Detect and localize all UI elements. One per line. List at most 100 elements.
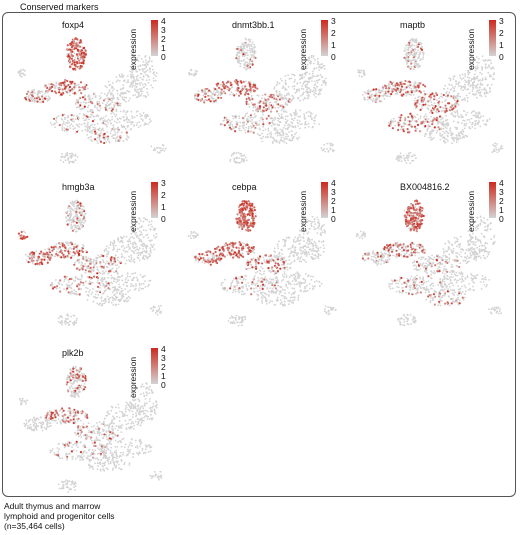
cell-point <box>123 96 126 99</box>
cell-point <box>239 62 242 65</box>
cell-point <box>403 82 406 86</box>
cell-point <box>133 252 136 255</box>
cell-point <box>287 85 290 88</box>
cell-point <box>286 119 289 122</box>
cell-point <box>79 281 82 284</box>
cell-point <box>105 140 108 143</box>
cluster-bottom <box>57 313 78 327</box>
cell-point <box>291 133 293 136</box>
cell-point <box>466 111 469 114</box>
cell-point <box>252 222 255 225</box>
cell-point <box>230 155 233 157</box>
cell-point <box>472 114 475 117</box>
cell-point <box>452 90 455 93</box>
cluster-center <box>74 92 122 114</box>
cell-point <box>134 90 137 92</box>
cell-point <box>73 86 76 89</box>
cell-point <box>326 142 328 145</box>
cell-point <box>231 115 234 118</box>
cell-point <box>78 41 81 44</box>
cell-point <box>380 100 383 103</box>
cell-point <box>472 83 474 85</box>
cell-point <box>120 287 123 290</box>
cell-point <box>322 149 325 152</box>
cell-point <box>70 63 73 66</box>
cell-point <box>22 69 25 71</box>
cell-point <box>391 90 394 93</box>
cell-point <box>61 88 64 91</box>
cell-point <box>427 104 429 107</box>
cell-point <box>72 125 74 127</box>
cell-point <box>411 47 414 50</box>
cell-point <box>243 154 246 157</box>
cell-point <box>71 200 74 203</box>
cell-point <box>238 244 241 247</box>
cell-point <box>136 74 139 77</box>
cell-point <box>66 125 69 128</box>
cell-point <box>107 301 110 304</box>
cell-point <box>485 123 488 126</box>
cell-point <box>62 92 65 95</box>
cell-point <box>416 45 418 48</box>
cell-point <box>134 243 137 246</box>
cell-point <box>439 132 441 135</box>
cell-point <box>215 89 218 92</box>
cell-point <box>247 66 250 68</box>
cluster-lower <box>387 112 449 134</box>
cell-point <box>80 61 83 64</box>
cell-point <box>231 86 234 89</box>
cell-point <box>483 123 486 126</box>
cell-point <box>131 284 134 287</box>
cell-point <box>394 120 397 123</box>
cell-point <box>284 124 286 127</box>
cell-point <box>296 90 298 93</box>
cell-point <box>108 89 111 92</box>
cell-point <box>117 237 119 239</box>
cell-point <box>189 68 192 71</box>
cell-point <box>126 138 128 141</box>
cell-point <box>71 152 74 155</box>
cell-point <box>107 287 110 290</box>
cell-point <box>85 115 88 118</box>
cell-point <box>68 253 71 256</box>
cell-point <box>152 80 155 82</box>
cell-point <box>51 287 55 290</box>
cell-point <box>77 220 80 223</box>
cell-point <box>211 96 214 99</box>
cell-point <box>78 287 80 290</box>
cell-point <box>132 66 134 69</box>
cell-point <box>422 54 425 56</box>
cell-point <box>63 87 66 90</box>
cell-point <box>479 71 481 74</box>
cell-point <box>91 114 93 116</box>
cell-point <box>292 73 295 76</box>
cell-point <box>150 120 152 122</box>
cell-point <box>391 127 394 130</box>
cell-point <box>464 73 466 76</box>
cell-point <box>136 83 139 85</box>
cell-point <box>90 139 92 141</box>
cell-point <box>146 69 149 72</box>
cell-point <box>87 282 90 285</box>
cell-point <box>237 248 240 250</box>
cell-point <box>79 104 82 107</box>
cluster-mid <box>381 79 427 97</box>
cell-point <box>449 79 452 82</box>
cell-point <box>161 143 164 146</box>
cell-point <box>307 115 310 118</box>
cell-point <box>133 246 136 249</box>
cell-point <box>278 94 280 96</box>
cell-point <box>55 243 58 245</box>
cell-point <box>90 136 92 138</box>
cell-point <box>81 226 83 229</box>
cell-point <box>394 88 397 91</box>
cell-point <box>136 114 138 117</box>
cell-point <box>237 205 241 208</box>
cell-point <box>283 97 285 100</box>
cell-point <box>197 90 200 92</box>
cell-point <box>240 46 243 48</box>
cell-point <box>104 123 107 126</box>
cell-point <box>110 97 113 100</box>
cell-point <box>134 83 137 85</box>
cell-point <box>51 90 54 93</box>
